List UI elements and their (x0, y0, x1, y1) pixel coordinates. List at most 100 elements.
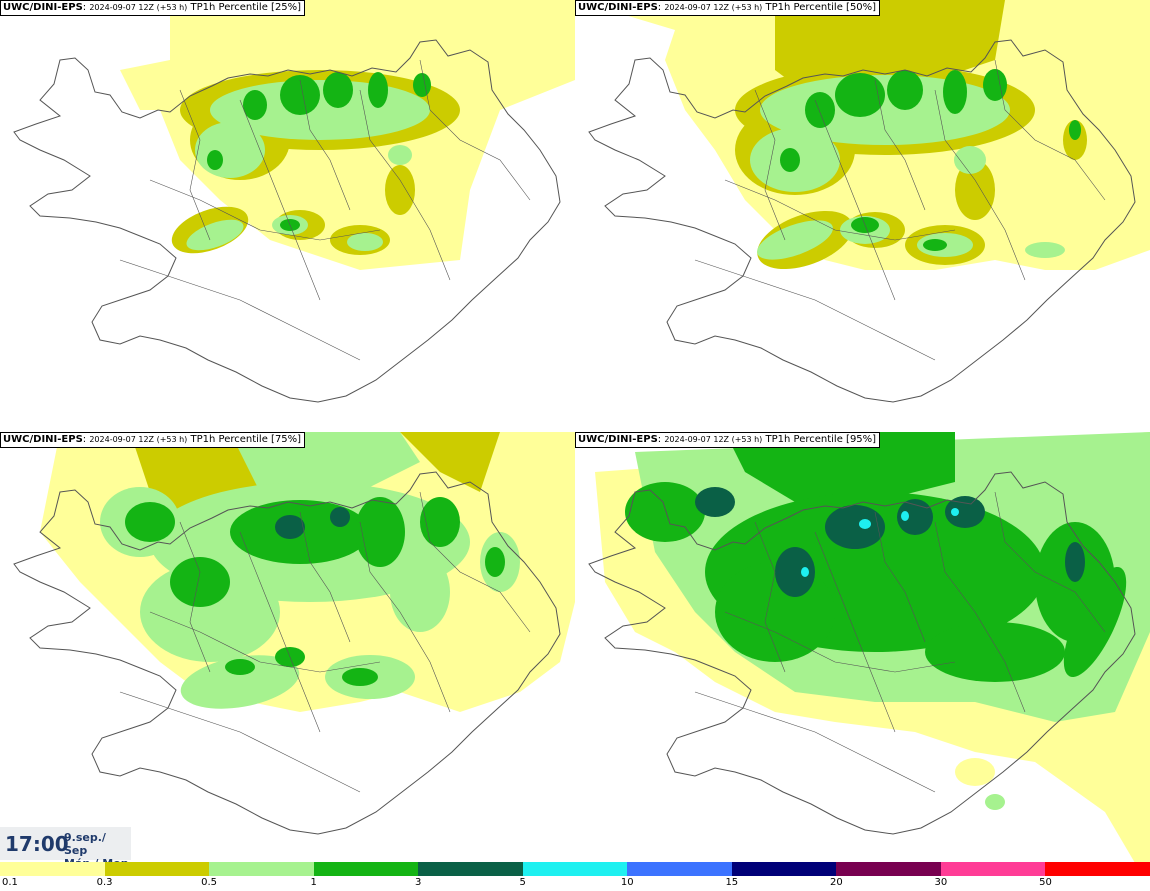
coastline-path (13, 471, 561, 835)
colorbar-tick-labels: 0.1 0.3 0.5 1 3 5 10 15 20 30 50 (0, 877, 1150, 891)
road-line (754, 89, 786, 241)
valid-time: 17:00 (5, 832, 69, 856)
colorbar-segment (313, 862, 419, 876)
precip-cell-green (125, 502, 175, 542)
road-line (814, 99, 896, 301)
precip-cell-green (280, 75, 320, 115)
colorbar-segment (209, 862, 314, 876)
colorbar-tick-label: 0.1 (2, 877, 18, 888)
precip-cell-green (805, 92, 835, 128)
precip-cell-green (780, 148, 800, 172)
model-name: UWC/DINI-EPS (578, 434, 658, 445)
precip-cell-green (225, 659, 255, 675)
precip-cell-green (983, 69, 1007, 101)
precip-cell-green (243, 90, 267, 120)
road-line (724, 179, 956, 241)
map-panel-95pct: UWC/DINI-EPS: 2024-09-07 12Z (+53 h) TP1… (575, 432, 1150, 863)
colorbar-tick-label: 5 (519, 877, 526, 888)
panel-title-95pct: UWC/DINI-EPS: 2024-09-07 12Z (+53 h) TP1… (575, 432, 881, 448)
map-75pct (13, 432, 575, 835)
road-line (119, 691, 361, 793)
colorbar-segment (1045, 862, 1150, 876)
colorbar-tick-label: 1 (310, 877, 317, 888)
road-line (724, 611, 956, 673)
colorbar-tick-label: 30 (934, 877, 948, 888)
precip-cell-green (413, 73, 431, 97)
road-line (299, 511, 351, 643)
param-name: TP1h Percentile (765, 2, 843, 13)
model-name: UWC/DINI-EPS (3, 434, 83, 445)
road-line (874, 511, 926, 643)
precip-cell-cyan (901, 511, 909, 521)
model-name: UWC/DINI-EPS (3, 2, 83, 13)
road-line (179, 89, 211, 241)
precip-cell-green (355, 497, 405, 567)
precip-area-light-yellow (120, 60, 180, 110)
param-name: TP1h Percentile (190, 2, 268, 13)
precip-cell-light-green (1025, 242, 1065, 258)
percentile-label: [50%] (846, 2, 877, 13)
precip-cell-green (887, 70, 923, 110)
colorbar-segment (104, 862, 210, 876)
road-line (694, 259, 936, 361)
percentile-label: [95%] (846, 434, 877, 445)
iceland-coastline (588, 471, 1136, 835)
precip-cell-dark-green (695, 487, 735, 517)
precip-cell-green (323, 72, 353, 108)
colorbar-tick-label: 15 (725, 877, 739, 888)
precip-cell-green (923, 239, 947, 251)
panel-title-75pct: UWC/DINI-EPS: 2024-09-07 12Z (+53 h) TP1… (0, 432, 306, 448)
precip-cell-green (625, 482, 705, 542)
precip-cell-olive (955, 160, 995, 220)
colorbar-tick-label: 0.5 (201, 877, 218, 888)
road-line (934, 89, 1026, 281)
precip-cell-olive (385, 165, 415, 215)
colorbar-segment (418, 862, 523, 876)
run-time: 2024-09-07 12Z (+53 h) (664, 435, 763, 444)
precip-cell-cyan (801, 567, 809, 577)
precip-cell-green (342, 668, 378, 686)
colorbar-tick-label: 20 (829, 877, 843, 888)
precip-cell-dark-green (275, 515, 305, 539)
map-95pct (588, 432, 1150, 863)
param-name: TP1h Percentile (765, 434, 843, 445)
precip-cell-dark-green (1065, 542, 1085, 582)
precip-colorbar (0, 862, 1150, 876)
precip-cell-green (925, 622, 1065, 682)
run-time: 2024-09-07 12Z (+53 h) (664, 3, 763, 12)
colorbar-segment (0, 862, 105, 876)
coastline-path (588, 471, 1136, 835)
precip-cell-dark-green (825, 505, 885, 549)
valid-date-line1: 9.sep./ Sep (64, 831, 106, 857)
colorbar-segment (522, 862, 628, 876)
precip-cell-light-green (390, 552, 450, 632)
road-line (994, 491, 1106, 633)
road-line (419, 59, 531, 201)
precip-area-green (725, 432, 955, 502)
road-line (239, 99, 321, 301)
colorbar-tick-label: 50 (1039, 877, 1052, 888)
valid-time-box: 17:00 9.sep./ Sep Mán./ Mon (0, 827, 131, 870)
panel-title-50pct: UWC/DINI-EPS: 2024-09-07 12Z (+53 h) TP1… (575, 0, 881, 16)
precip-cell-green (485, 547, 505, 577)
map-panel-50pct: UWC/DINI-EPS: 2024-09-07 12Z (+53 h) TP1… (575, 0, 1150, 431)
road-line (814, 531, 896, 733)
colorbar-segment (627, 862, 732, 876)
colorbar-tick-label: 3 (414, 877, 422, 888)
precip-cell-green (170, 557, 230, 607)
colorbar-segment (731, 862, 837, 876)
road-line (934, 521, 1026, 713)
precip-cell-light-green (347, 233, 383, 251)
precip-cell-green (368, 72, 388, 108)
precip-cell-light-green (186, 219, 244, 251)
road-line (994, 59, 1106, 201)
param-name: TP1h Percentile (190, 434, 268, 445)
percentile-label: [25%] (271, 2, 302, 13)
road-line (299, 79, 351, 211)
precip-cell-light-green (195, 122, 265, 178)
road-line (149, 179, 381, 241)
precip-cell-green (207, 150, 223, 170)
road-line (359, 89, 451, 281)
precip-cell-green (1069, 120, 1081, 140)
iceland-coastline (13, 471, 561, 835)
